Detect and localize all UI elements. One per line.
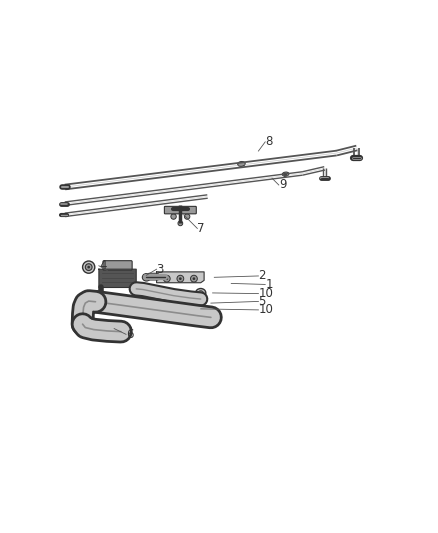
Ellipse shape [196,288,206,297]
Ellipse shape [186,311,188,313]
Polygon shape [156,272,204,282]
Ellipse shape [282,172,289,176]
Ellipse shape [184,309,190,314]
Circle shape [83,261,95,273]
Circle shape [85,264,92,271]
Text: 1: 1 [265,278,273,291]
Polygon shape [99,269,136,287]
Ellipse shape [198,290,203,295]
Text: 7: 7 [197,222,205,235]
Circle shape [87,266,90,269]
Circle shape [191,275,197,282]
Text: 4: 4 [99,259,106,272]
Bar [284,173,287,176]
Circle shape [179,277,182,280]
FancyBboxPatch shape [103,261,132,270]
Circle shape [178,221,183,225]
Circle shape [163,275,170,282]
Ellipse shape [198,295,204,303]
Ellipse shape [182,307,192,316]
Text: 6: 6 [126,328,134,341]
Circle shape [166,277,168,280]
Ellipse shape [142,273,151,281]
Circle shape [193,277,195,280]
Text: 5: 5 [258,295,266,308]
Circle shape [171,214,176,219]
FancyBboxPatch shape [148,273,158,280]
Text: 10: 10 [258,287,273,300]
Circle shape [184,214,190,219]
Text: 10: 10 [258,303,273,317]
FancyBboxPatch shape [164,206,196,214]
Ellipse shape [200,292,202,294]
Text: 9: 9 [279,179,286,191]
Text: 3: 3 [156,263,164,276]
Ellipse shape [238,161,245,166]
Text: 2: 2 [258,270,266,282]
Circle shape [177,275,184,282]
Text: 8: 8 [265,135,272,148]
